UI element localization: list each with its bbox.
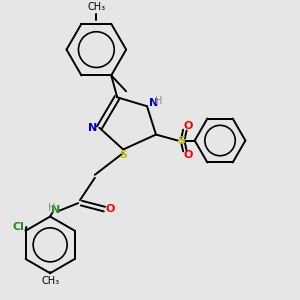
Text: S: S xyxy=(119,150,127,160)
Text: N: N xyxy=(52,205,61,215)
Text: CH₃: CH₃ xyxy=(87,2,105,12)
Text: H: H xyxy=(155,96,162,106)
Text: Cl: Cl xyxy=(12,222,24,232)
Text: H: H xyxy=(48,203,55,213)
Text: N: N xyxy=(88,123,98,133)
Text: S: S xyxy=(177,136,185,146)
Text: O: O xyxy=(183,121,193,131)
Text: N: N xyxy=(149,98,158,108)
Text: O: O xyxy=(183,150,193,160)
Text: O: O xyxy=(106,204,115,214)
Text: CH₃: CH₃ xyxy=(41,276,59,286)
